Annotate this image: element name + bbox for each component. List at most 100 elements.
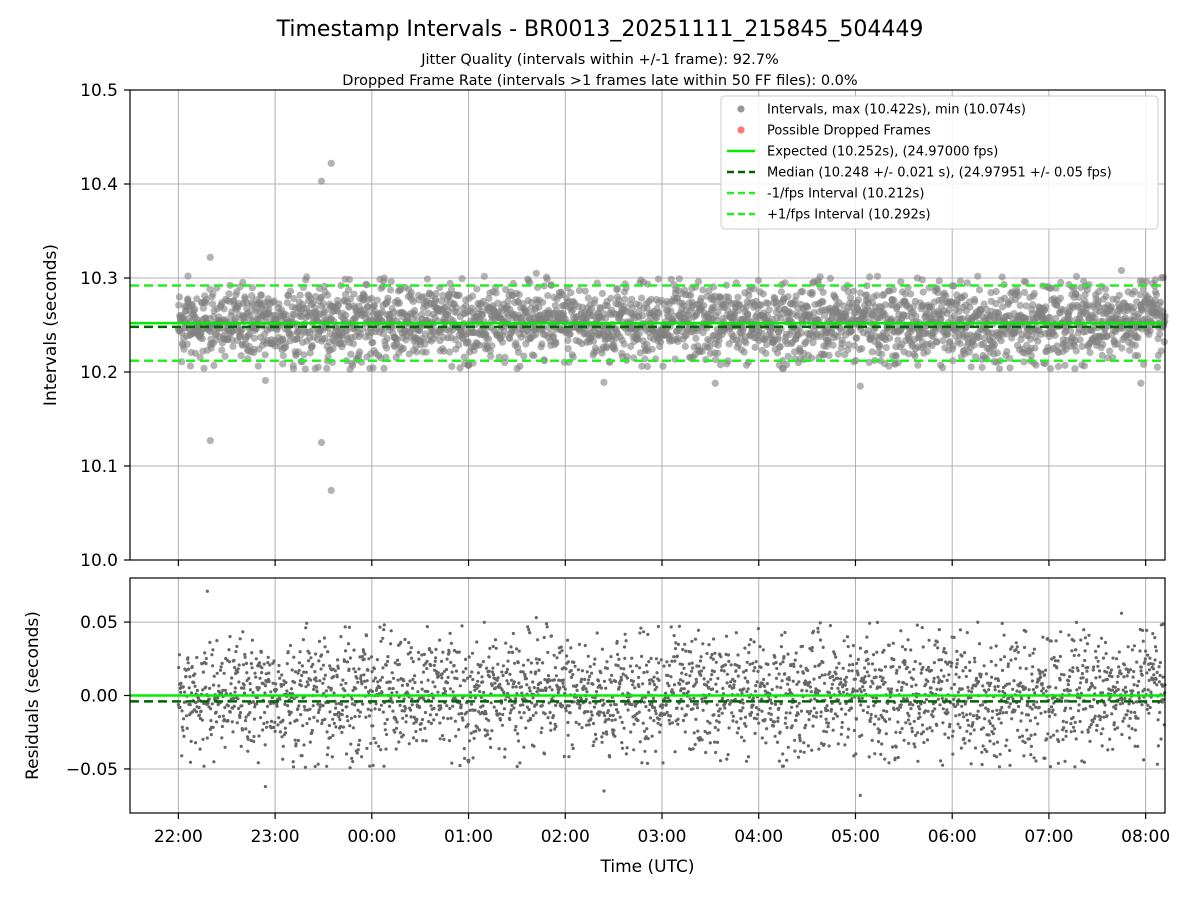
residual-point xyxy=(467,739,472,743)
residual-point xyxy=(593,657,597,661)
residual-point xyxy=(244,661,249,666)
interval-point xyxy=(1159,273,1167,281)
residual-point xyxy=(512,706,516,710)
residual-point xyxy=(760,736,764,740)
residual-point xyxy=(370,670,374,674)
residual-point xyxy=(652,675,656,679)
residual-point xyxy=(772,720,777,724)
residual-point xyxy=(237,663,241,667)
interval-point xyxy=(611,345,619,353)
interval-point xyxy=(349,361,357,369)
residual-point xyxy=(485,729,489,733)
residual-point xyxy=(363,679,367,683)
residual-point xyxy=(263,684,268,688)
residual-point xyxy=(726,653,731,657)
residual-point xyxy=(490,729,494,733)
interval-point xyxy=(286,287,295,295)
residual-point xyxy=(646,690,651,695)
residual-point xyxy=(652,683,657,687)
interval-point xyxy=(724,357,732,365)
interval-point xyxy=(468,292,477,300)
residual-point xyxy=(642,630,646,634)
interval-point xyxy=(1030,289,1038,298)
residual-point xyxy=(340,708,345,712)
residual-point xyxy=(580,669,585,673)
residual-point xyxy=(774,660,778,665)
residual-point xyxy=(233,665,237,670)
residual-point xyxy=(505,667,509,672)
residual-point xyxy=(770,687,774,692)
residual-point xyxy=(596,679,601,683)
interval-point xyxy=(349,340,357,348)
residual-point xyxy=(622,667,626,671)
interval-point xyxy=(1143,277,1151,286)
residual-point xyxy=(699,669,704,673)
residual-point xyxy=(758,685,762,689)
residual-point xyxy=(338,718,342,722)
residual-point xyxy=(345,714,349,719)
residual-point xyxy=(455,677,459,681)
residual-point xyxy=(252,734,256,739)
legend-entry-label: -1/fps Interval (10.212s) xyxy=(767,187,924,202)
residual-point xyxy=(469,731,473,735)
residual-point xyxy=(250,651,254,655)
residual-point xyxy=(797,680,801,684)
residual-point xyxy=(641,682,645,686)
residual-point xyxy=(408,650,412,655)
residual-point xyxy=(267,679,271,684)
residual-point xyxy=(214,720,219,724)
residual-point xyxy=(349,742,353,746)
residual-point xyxy=(704,683,709,687)
residual-point xyxy=(585,723,589,727)
interval-point xyxy=(742,339,750,347)
residual-point xyxy=(179,681,183,686)
residual-point xyxy=(710,653,714,657)
residual-point xyxy=(255,702,259,706)
interval-point xyxy=(667,307,675,315)
interval-point xyxy=(888,315,896,323)
residual-point xyxy=(571,746,575,751)
residual-point xyxy=(491,644,495,649)
residual-point xyxy=(540,726,544,730)
residual-point xyxy=(619,675,623,679)
residual-point xyxy=(517,681,521,685)
residual-point xyxy=(384,747,388,751)
interval-point xyxy=(479,310,487,319)
residual-point xyxy=(463,756,467,761)
residual-point xyxy=(520,691,524,695)
residual-point xyxy=(431,680,435,684)
residual-point xyxy=(605,666,610,671)
residual-point xyxy=(592,705,597,709)
residual-point xyxy=(558,651,562,655)
interval-point xyxy=(991,340,999,348)
residual-point xyxy=(490,684,494,688)
residual-point xyxy=(619,678,624,682)
interval-point xyxy=(494,299,502,307)
top-ytick-label: 10.3 xyxy=(80,269,118,289)
residual-point xyxy=(575,683,579,687)
residual-point xyxy=(643,749,647,753)
residual-point xyxy=(532,686,536,690)
residual-point xyxy=(446,675,450,680)
residual-point xyxy=(516,739,521,743)
residual-point xyxy=(677,624,682,628)
residual-point xyxy=(438,638,442,642)
interval-point xyxy=(1072,272,1081,280)
residual-point xyxy=(743,722,747,726)
interval-point xyxy=(1014,291,1022,299)
interval-point xyxy=(1031,344,1039,352)
residual-point xyxy=(674,641,678,645)
residual-point xyxy=(424,739,428,743)
residual-point xyxy=(334,702,338,706)
interval-point xyxy=(591,296,599,304)
residual-point xyxy=(549,634,554,638)
interval-point xyxy=(993,349,1002,357)
residual-point xyxy=(193,672,197,676)
residual-point xyxy=(501,712,505,717)
residual-point xyxy=(374,702,378,706)
interval-point xyxy=(643,340,651,348)
interval-point xyxy=(538,340,546,348)
interval-point xyxy=(448,362,456,370)
residual-point xyxy=(724,634,729,638)
